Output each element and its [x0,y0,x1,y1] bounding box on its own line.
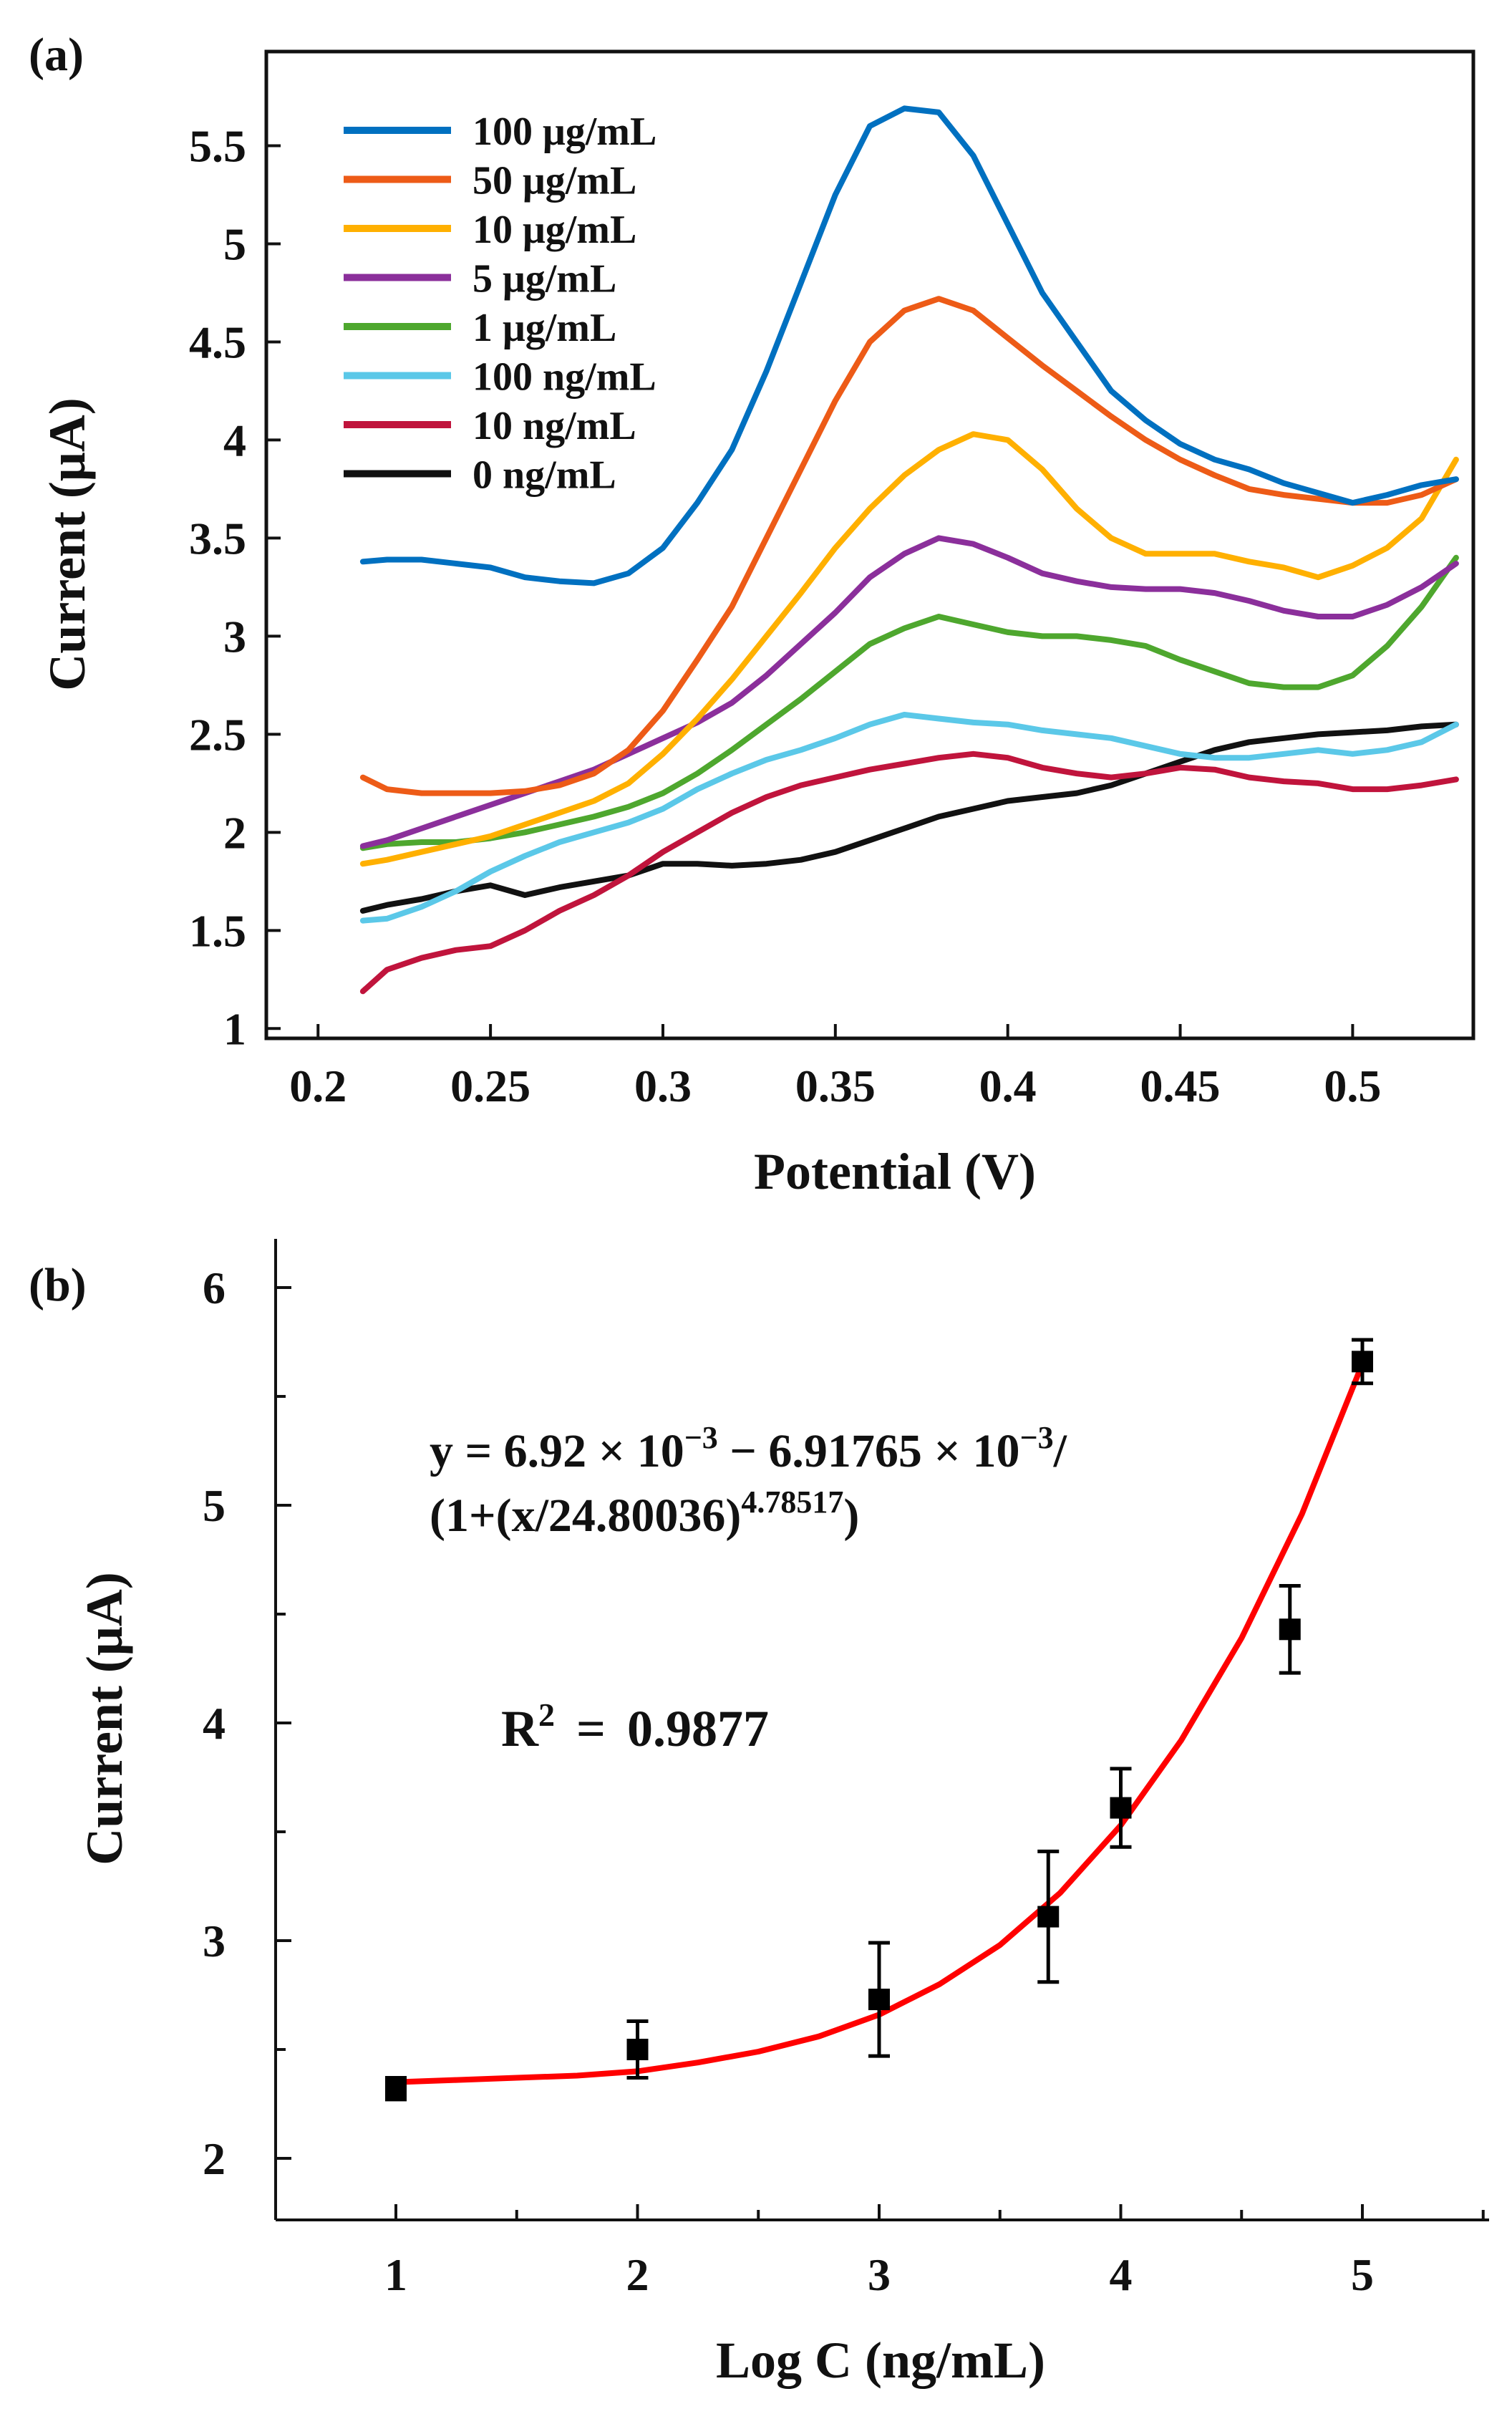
data-point [385,2077,407,2100]
fit-equation-part5: ) [843,1489,859,1542]
r-squared-equals: = [576,1700,606,1757]
legend-label: 0 ng/mL [472,453,616,498]
panel-a-y-tick-label: 1 [223,1003,246,1054]
panel-a-legend: 100 μg/mL 50 μg/mL 10 μg/mL 5 μg/mL 1 μg/mL 1… [344,110,656,498]
series-line [359,105,1459,586]
series-line [359,554,1459,851]
panel-a-x-ticks: 0.2 0.25 0.3 0.35 0.4 0.45 0.5 [289,1024,1381,1111]
panel-b-y-tick-label: 3 [203,1916,226,1966]
panel-b-y-tick-label: 6 [203,1262,226,1313]
fit-equation-part1: y = 6.92 × 10 [430,1425,684,1477]
panel-a-y-tick-label: 1.5 [189,905,246,956]
panel-b-y-tick-label: 4 [203,1698,226,1749]
panel-b-x-axis-title: Log C (ng/mL) [716,2332,1045,2389]
data-point [1352,1351,1373,1373]
series-line [359,721,1459,914]
r-squared-label: R [501,1700,539,1757]
series-line [359,712,1459,924]
panel-b-points-group [385,1338,1373,2102]
legend-label: 50 μg/mL [472,159,636,203]
panel-b-y-tick-label: 2 [203,2133,226,2184]
data-point [1037,1906,1060,1928]
panel-b-y-ticks: 2 3 4 5 6 [203,1262,291,2184]
panel-a-frame [264,49,1475,1040]
panel-b-x-tick-label: 2 [626,2249,649,2300]
r-squared-value: 0.9877 [627,1700,769,1757]
series-line [359,535,1459,849]
panel-a-y-tick-label: 3.5 [189,513,246,564]
legend-label: 10 μg/mL [472,208,636,252]
panel-a-x-tick-label: 0.35 [795,1061,876,1111]
panel-b-label: (b) [29,1259,87,1311]
fit-equation-exp2: −3 [1020,1420,1054,1455]
legend-label: 100 μg/mL [472,110,656,154]
panel-a-x-tick-label: 0.4 [979,1061,1037,1111]
panel-a-x-axis-title: Potential (V) [754,1143,1036,1200]
panel-b-y-tick-label: 5 [203,1480,226,1531]
panel-a-x-tick-label: 0.45 [1140,1061,1221,1111]
data-point [1279,1618,1301,1641]
panel-a-x-tick-label: 0.5 [1324,1061,1381,1111]
fit-equation-line2: (1+(x/24.80036)4.78517) [430,1484,859,1542]
series-line [359,750,1459,995]
data-point [626,2039,649,2060]
fit-equation-line1: y = 6.92 × 10−3 − 6.91765 × 10−3/ [430,1420,1068,1477]
panel-a-y-tick-label: 4 [223,415,246,465]
panel-b-x-tick-label: 1 [384,2249,407,2300]
panel-a-y-tick-label: 2.5 [189,709,246,760]
data-point [868,1989,890,2011]
panel-a-x-tick-label: 0.2 [289,1061,346,1111]
data-point [1110,1797,1132,1819]
r-squared-sup: 2 [538,1696,555,1733]
panel-a-y-tick-label: 5.5 [189,120,246,171]
legend-label: 100 ng/mL [472,355,656,400]
panel-a-y-tick-label: 2 [223,807,246,858]
panel-a-y-tick-label: 3 [223,611,246,662]
panel-a-y-axis-title: Current (μA) [39,397,96,690]
panel-b-x-ticks: 1 2 3 4 5 [384,2204,1485,2300]
legend-label: 1 μg/mL [472,306,616,350]
legend-label: 5 μg/mL [472,257,616,301]
panel-a-series-group [359,105,1459,995]
panel-a-y-ticks: 1 1.5 2 2.5 3 3.5 4 4.5 5 5.5 [189,120,281,1054]
panel-b-x-tick-label: 3 [868,2249,891,2300]
panel-b-x-tick-label: 5 [1351,2249,1374,2300]
panel-a-x-tick-label: 0.3 [634,1061,692,1111]
fit-equation-part4: (1+(x/24.80036) [430,1489,741,1542]
legend-label: 10 ng/mL [472,404,636,448]
panel-a-label: (a) [29,29,84,81]
panel-a-x-tick-label: 0.25 [450,1061,530,1111]
fit-equation-part2: − 6.91765 × 10 [718,1425,1020,1477]
series-line [359,296,1459,796]
fit-equation-exp1: −3 [684,1420,718,1455]
panel-a-y-tick-label: 4.5 [189,317,246,367]
series-line [359,431,1459,867]
panel-a-y-tick-label: 5 [223,218,246,269]
fit-equation-part3: / [1053,1425,1068,1477]
fit-equation-exp3: 4.78517 [741,1484,843,1520]
r-squared: R2 = 0.9877 [501,1696,769,1757]
panel-a: (a) 11.522.533.544.555.5 0.2 0.25 0.3 0.35 0… [29,29,1475,1200]
panel-b-x-tick-label: 4 [1110,2249,1133,2300]
panel-b-y-axis-title: Current (μA) [76,1572,133,1865]
